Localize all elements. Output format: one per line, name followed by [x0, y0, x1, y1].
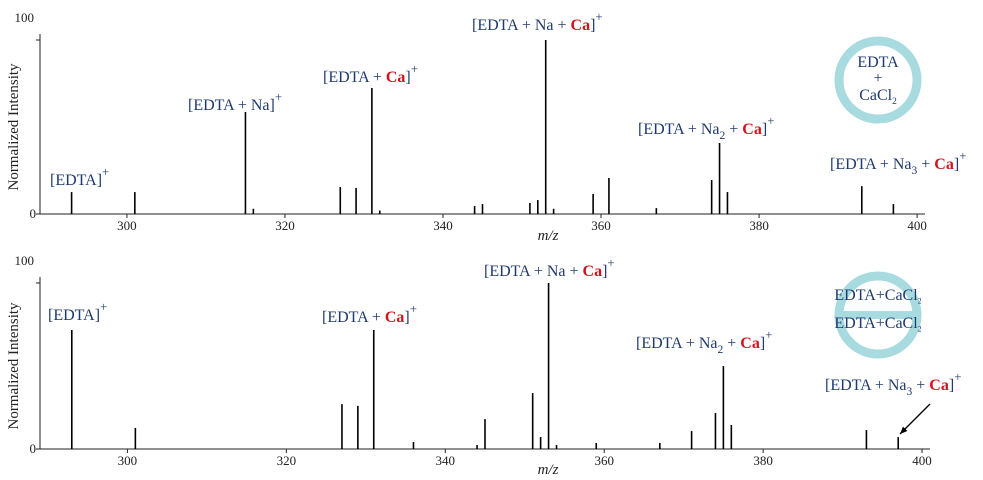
text-part: +: [765, 328, 772, 342]
text-part: [EDTA + Na: [830, 156, 912, 173]
annotation: [EDTA + Na3 + Ca]+: [830, 149, 966, 177]
text-part: +: [410, 302, 417, 316]
highlight-text: Ca: [386, 69, 406, 86]
highlight-text: Ca: [740, 335, 760, 352]
text-part: 3: [912, 165, 918, 177]
text-part: +: [275, 90, 282, 104]
text-part: +: [102, 165, 109, 179]
text-part: ]: [949, 377, 954, 394]
text-part: +: [607, 256, 614, 270]
text-part: ]: [405, 69, 410, 86]
text-part: 2: [718, 344, 724, 356]
text-part: EDTA+CaCl: [834, 315, 918, 332]
x-tick-label: 380: [753, 453, 773, 468]
text-part: [EDTA +: [323, 69, 386, 86]
text-part: [EDTA + Na: [638, 121, 720, 138]
text-part: [EDTA + Na: [825, 377, 907, 394]
text-part: +: [959, 149, 966, 163]
annotation: EDTA: [857, 54, 899, 71]
annotation: [EDTA + Ca]+: [323, 62, 418, 86]
text-part: +: [100, 300, 107, 314]
text-part: ]: [404, 309, 409, 326]
x-tick-label: 360: [591, 218, 611, 233]
text-part: 3: [907, 386, 913, 398]
text-part: [EDTA + Na +: [472, 17, 571, 34]
text-part: ]: [954, 156, 959, 173]
highlight-text: Ca: [929, 377, 949, 394]
text-part: +: [595, 10, 602, 24]
annotation: +: [873, 70, 882, 87]
text-part: [EDTA + Na: [636, 335, 718, 352]
highlight-text: Ca: [385, 309, 405, 326]
x-tick-label: 340: [436, 453, 456, 468]
text-part: 2: [918, 324, 922, 333]
annotation: [EDTA + Na2 + Ca]+: [636, 328, 772, 356]
x-tick-label: 300: [118, 453, 138, 468]
text-part: EDTA: [857, 54, 899, 71]
text-part: [EDTA +: [322, 309, 385, 326]
text-part: ]: [760, 335, 765, 352]
annotation: EDTA+CaCl2: [834, 287, 921, 305]
arrow-head: [900, 426, 908, 434]
highlight-text: Ca: [934, 156, 954, 173]
text-part: [EDTA]: [50, 172, 102, 189]
text-part: ]: [590, 17, 595, 34]
x-tick-label: 320: [277, 453, 297, 468]
text-part: ]: [602, 263, 607, 280]
annotation: EDTA+CaCl2: [834, 315, 921, 333]
annotation: [EDTA + Na2 + Ca]+: [638, 114, 774, 142]
x-tick-label: 380: [749, 218, 769, 233]
y-axis-label: Normalized Intensity: [6, 302, 22, 430]
x-axis-label: m/z: [538, 228, 559, 244]
annotation: CaCl2: [859, 87, 897, 107]
x-axis-label: m/z: [538, 462, 559, 478]
text-part: [EDTA]: [48, 307, 100, 324]
text-part: +: [767, 114, 774, 128]
y-tick-label: 0: [30, 441, 37, 456]
text-part: +: [723, 335, 740, 352]
text-part: ]: [762, 121, 767, 138]
x-tick-label: 360: [594, 453, 614, 468]
text-part: CaCl: [859, 87, 892, 104]
highlight-text: Ca: [583, 263, 603, 280]
text-part: +: [411, 62, 418, 76]
text-part: +: [917, 156, 934, 173]
inset-ring: [834, 36, 922, 124]
y-axis-label: Normalized Intensity: [6, 63, 22, 191]
text-part: 2: [892, 97, 897, 107]
y-tick-label: 100: [15, 10, 35, 25]
y-tick-label: 0: [30, 206, 37, 221]
text-part: [EDTA + Na +: [484, 263, 583, 280]
x-tick-label: 320: [275, 218, 295, 233]
text-part: 2: [720, 130, 726, 142]
text-part: [EDTA + Na]: [188, 97, 275, 114]
annotation: [EDTA + Na]+: [188, 90, 282, 114]
x-tick-label: 340: [433, 218, 453, 233]
x-tick-label: 400: [912, 453, 932, 468]
highlight-text: Ca: [571, 17, 591, 34]
annotation: [EDTA]+: [50, 165, 109, 189]
annotation: [EDTA + Na + Ca]+: [484, 256, 615, 280]
annotation: [EDTA]+: [48, 300, 107, 324]
text-part: +: [954, 370, 961, 384]
text-part: 2: [918, 296, 922, 305]
text-part: EDTA+CaCl: [834, 287, 918, 304]
annotation: [EDTA + Ca]+: [322, 302, 417, 326]
inset-divider: [838, 311, 918, 319]
text-part: +: [725, 121, 742, 138]
annotation: [EDTA + Na3 + Ca]+: [825, 370, 961, 398]
x-tick-label: 400: [907, 218, 927, 233]
y-tick-label: 100: [15, 253, 35, 268]
annotation: [EDTA + Na + Ca]+: [472, 10, 603, 34]
x-tick-label: 300: [117, 218, 137, 233]
highlight-text: Ca: [742, 121, 762, 138]
text-part: +: [912, 377, 929, 394]
text-part: +: [873, 70, 882, 87]
